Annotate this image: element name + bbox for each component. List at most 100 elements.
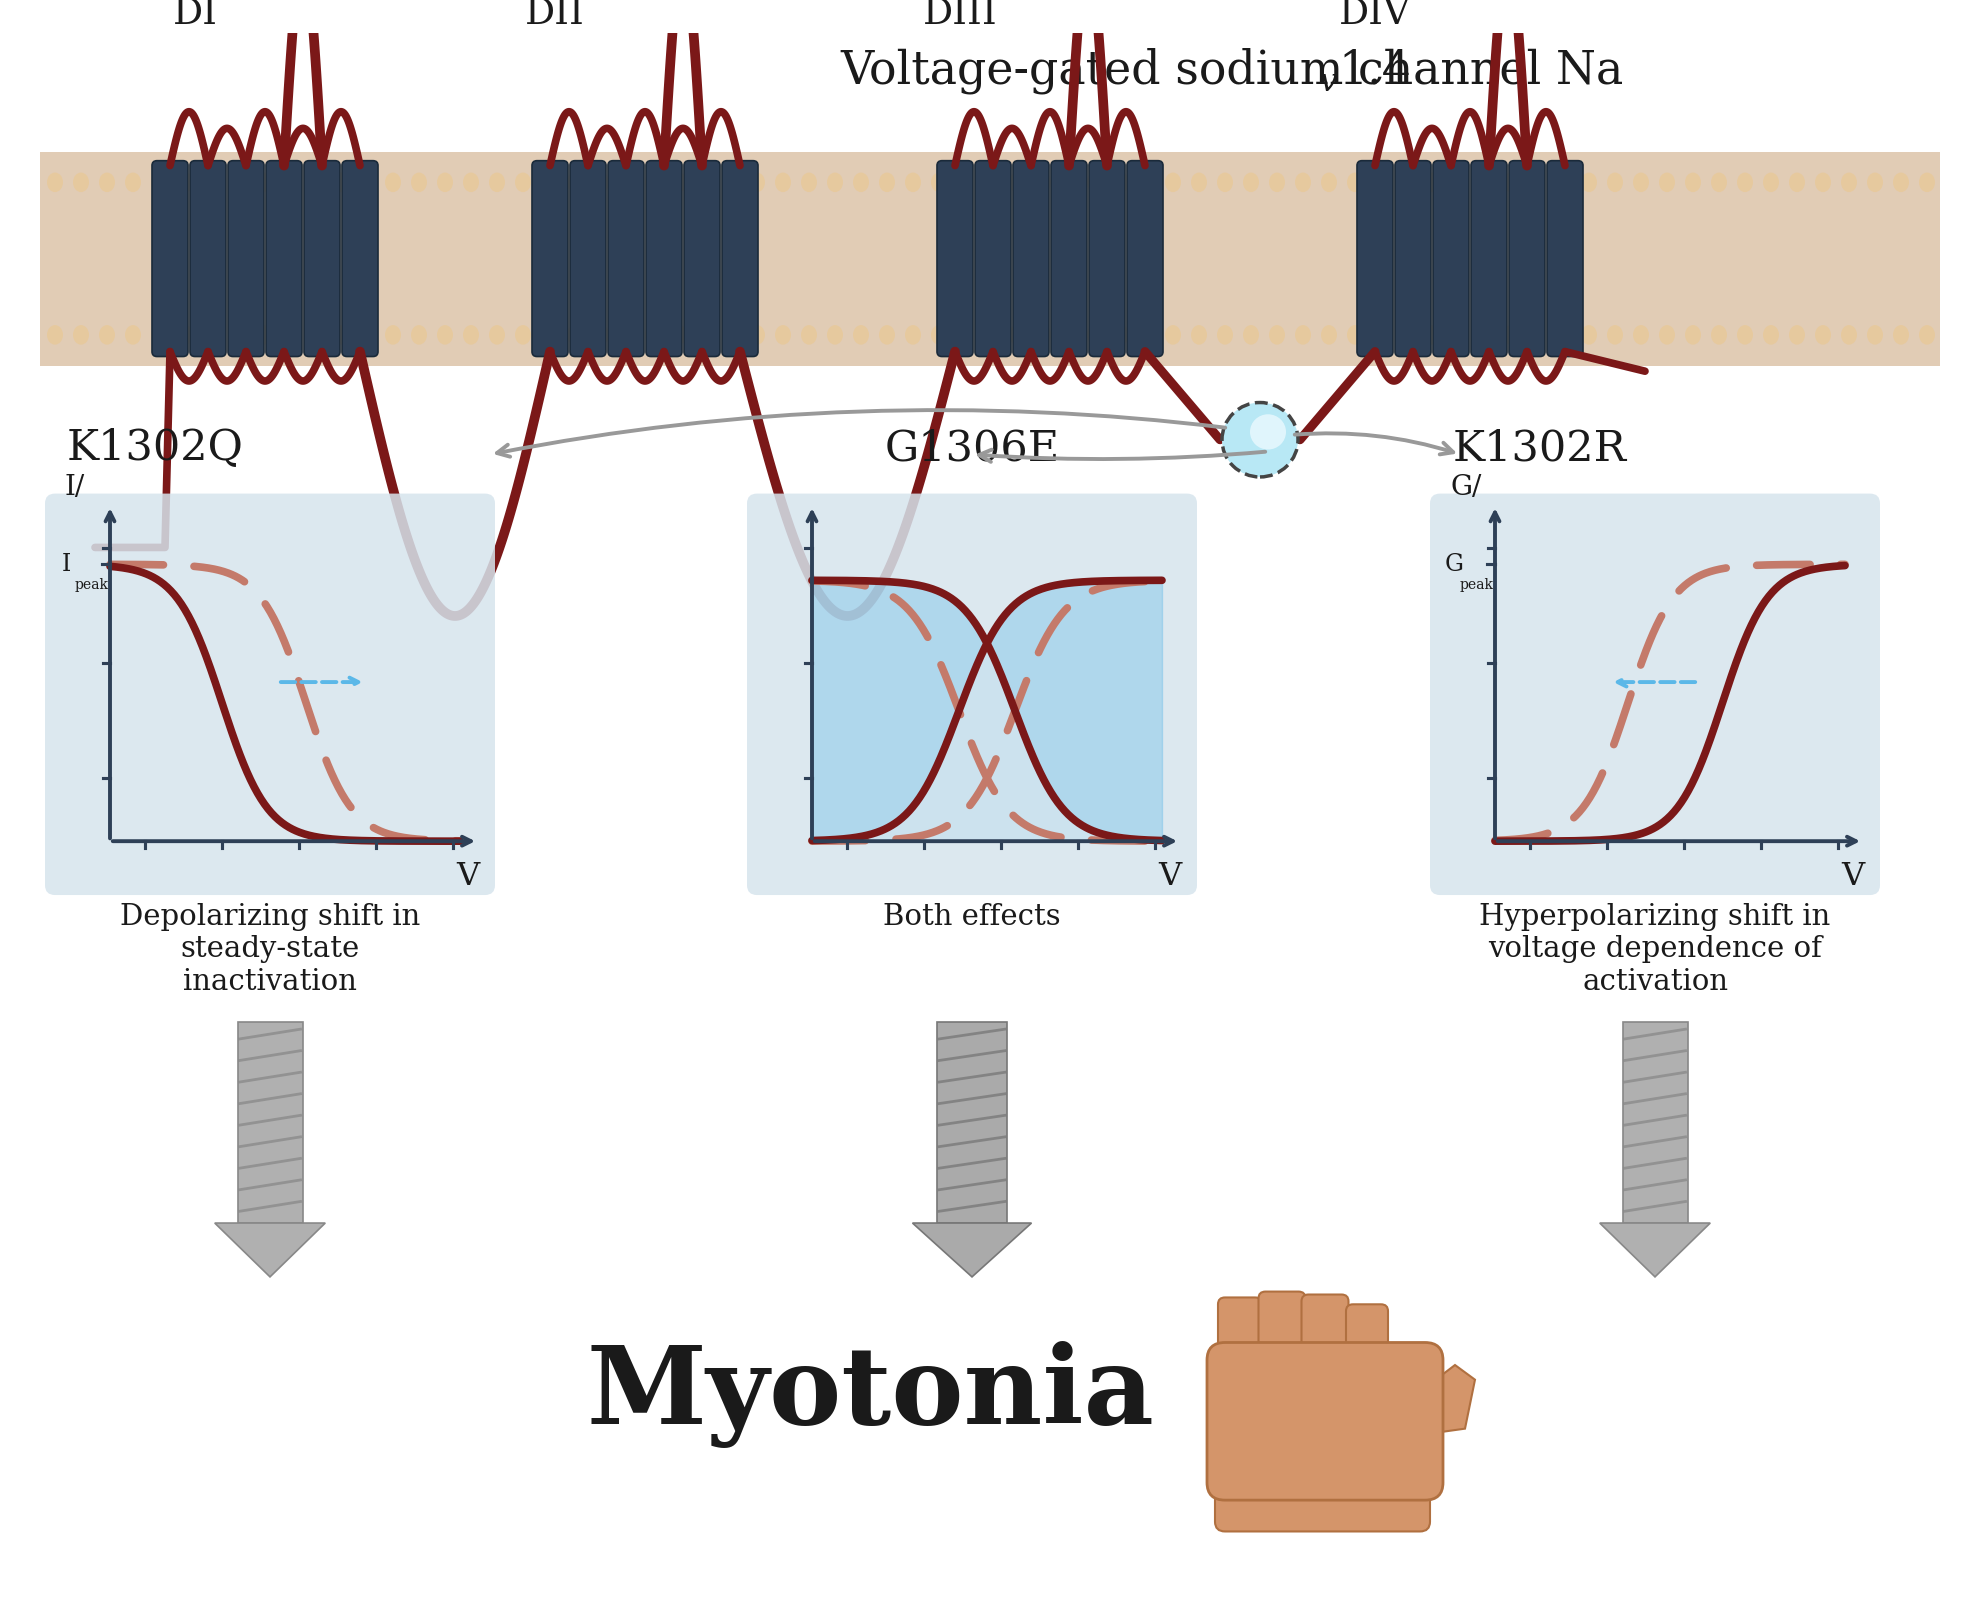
Ellipse shape [1010, 173, 1026, 192]
Ellipse shape [905, 325, 921, 344]
Ellipse shape [1165, 325, 1180, 344]
FancyBboxPatch shape [46, 493, 494, 894]
Ellipse shape [202, 173, 218, 192]
Ellipse shape [1244, 173, 1260, 192]
FancyBboxPatch shape [1218, 1298, 1262, 1382]
Ellipse shape [1764, 173, 1780, 192]
Ellipse shape [1633, 173, 1649, 192]
Ellipse shape [1373, 173, 1389, 192]
Ellipse shape [1087, 325, 1103, 344]
Ellipse shape [436, 325, 452, 344]
Text: G: G [1444, 554, 1464, 576]
Text: G/: G/ [1450, 475, 1482, 501]
Text: I/: I/ [65, 475, 85, 501]
Ellipse shape [1504, 173, 1520, 192]
Ellipse shape [333, 325, 349, 344]
FancyBboxPatch shape [1432, 160, 1468, 357]
Ellipse shape [1530, 173, 1546, 192]
Text: Hyperpolarizing shift in
voltage dependence of
activation: Hyperpolarizing shift in voltage depende… [1480, 902, 1831, 995]
Ellipse shape [1061, 173, 1077, 192]
Ellipse shape [671, 325, 686, 344]
Ellipse shape [905, 173, 921, 192]
Ellipse shape [282, 325, 298, 344]
FancyBboxPatch shape [1430, 493, 1881, 894]
Ellipse shape [462, 325, 478, 344]
Ellipse shape [1530, 325, 1546, 344]
Ellipse shape [1450, 173, 1466, 192]
Ellipse shape [619, 325, 635, 344]
Ellipse shape [411, 325, 427, 344]
Ellipse shape [1296, 325, 1311, 344]
Circle shape [1222, 403, 1298, 477]
Ellipse shape [73, 325, 89, 344]
Ellipse shape [1373, 325, 1389, 344]
Ellipse shape [282, 173, 298, 192]
Ellipse shape [542, 325, 558, 344]
Text: 1.4: 1.4 [1337, 48, 1411, 93]
Ellipse shape [1296, 173, 1311, 192]
Ellipse shape [125, 173, 141, 192]
Ellipse shape [1347, 173, 1363, 192]
Ellipse shape [308, 325, 323, 344]
Ellipse shape [956, 325, 972, 344]
Ellipse shape [1738, 325, 1754, 344]
Ellipse shape [1139, 325, 1155, 344]
FancyBboxPatch shape [722, 160, 758, 357]
Ellipse shape [956, 173, 972, 192]
Ellipse shape [593, 173, 609, 192]
Ellipse shape [853, 173, 869, 192]
FancyBboxPatch shape [684, 160, 720, 357]
FancyBboxPatch shape [1258, 1291, 1305, 1382]
Text: G1306E: G1306E [885, 427, 1059, 469]
FancyBboxPatch shape [341, 160, 379, 357]
Ellipse shape [202, 325, 218, 344]
Ellipse shape [1710, 325, 1726, 344]
Ellipse shape [1476, 325, 1494, 344]
Ellipse shape [750, 325, 766, 344]
FancyBboxPatch shape [1206, 1342, 1442, 1501]
Ellipse shape [722, 173, 738, 192]
FancyBboxPatch shape [1052, 160, 1087, 357]
FancyBboxPatch shape [1510, 160, 1546, 357]
Ellipse shape [1244, 325, 1260, 344]
Ellipse shape [776, 325, 792, 344]
Ellipse shape [853, 325, 869, 344]
Ellipse shape [827, 325, 843, 344]
Ellipse shape [385, 173, 401, 192]
Polygon shape [1411, 1365, 1474, 1434]
FancyBboxPatch shape [1089, 160, 1125, 357]
FancyBboxPatch shape [228, 160, 264, 357]
Ellipse shape [99, 173, 115, 192]
Ellipse shape [125, 325, 141, 344]
Ellipse shape [696, 173, 712, 192]
Ellipse shape [1555, 173, 1571, 192]
FancyBboxPatch shape [1127, 160, 1163, 357]
Ellipse shape [488, 173, 506, 192]
FancyBboxPatch shape [153, 160, 188, 357]
Ellipse shape [1113, 325, 1129, 344]
Ellipse shape [1165, 173, 1180, 192]
Ellipse shape [1139, 173, 1155, 192]
Ellipse shape [1347, 325, 1363, 344]
Ellipse shape [1399, 173, 1415, 192]
Text: Voltage-gated sodium channel Na: Voltage-gated sodium channel Na [839, 48, 1623, 94]
FancyBboxPatch shape [607, 160, 645, 357]
Text: DIV: DIV [1339, 0, 1411, 32]
Ellipse shape [802, 325, 817, 344]
Ellipse shape [1607, 173, 1623, 192]
Ellipse shape [1476, 173, 1494, 192]
Ellipse shape [1190, 173, 1206, 192]
Bar [1623, 1022, 1688, 1222]
Ellipse shape [151, 173, 167, 192]
Bar [936, 1022, 1008, 1222]
Ellipse shape [645, 325, 661, 344]
Polygon shape [913, 1222, 1032, 1277]
Ellipse shape [1684, 325, 1700, 344]
Ellipse shape [750, 173, 766, 192]
Ellipse shape [802, 173, 817, 192]
FancyBboxPatch shape [647, 160, 682, 357]
Ellipse shape [879, 173, 895, 192]
Ellipse shape [516, 173, 532, 192]
Ellipse shape [333, 173, 349, 192]
Ellipse shape [1581, 325, 1597, 344]
